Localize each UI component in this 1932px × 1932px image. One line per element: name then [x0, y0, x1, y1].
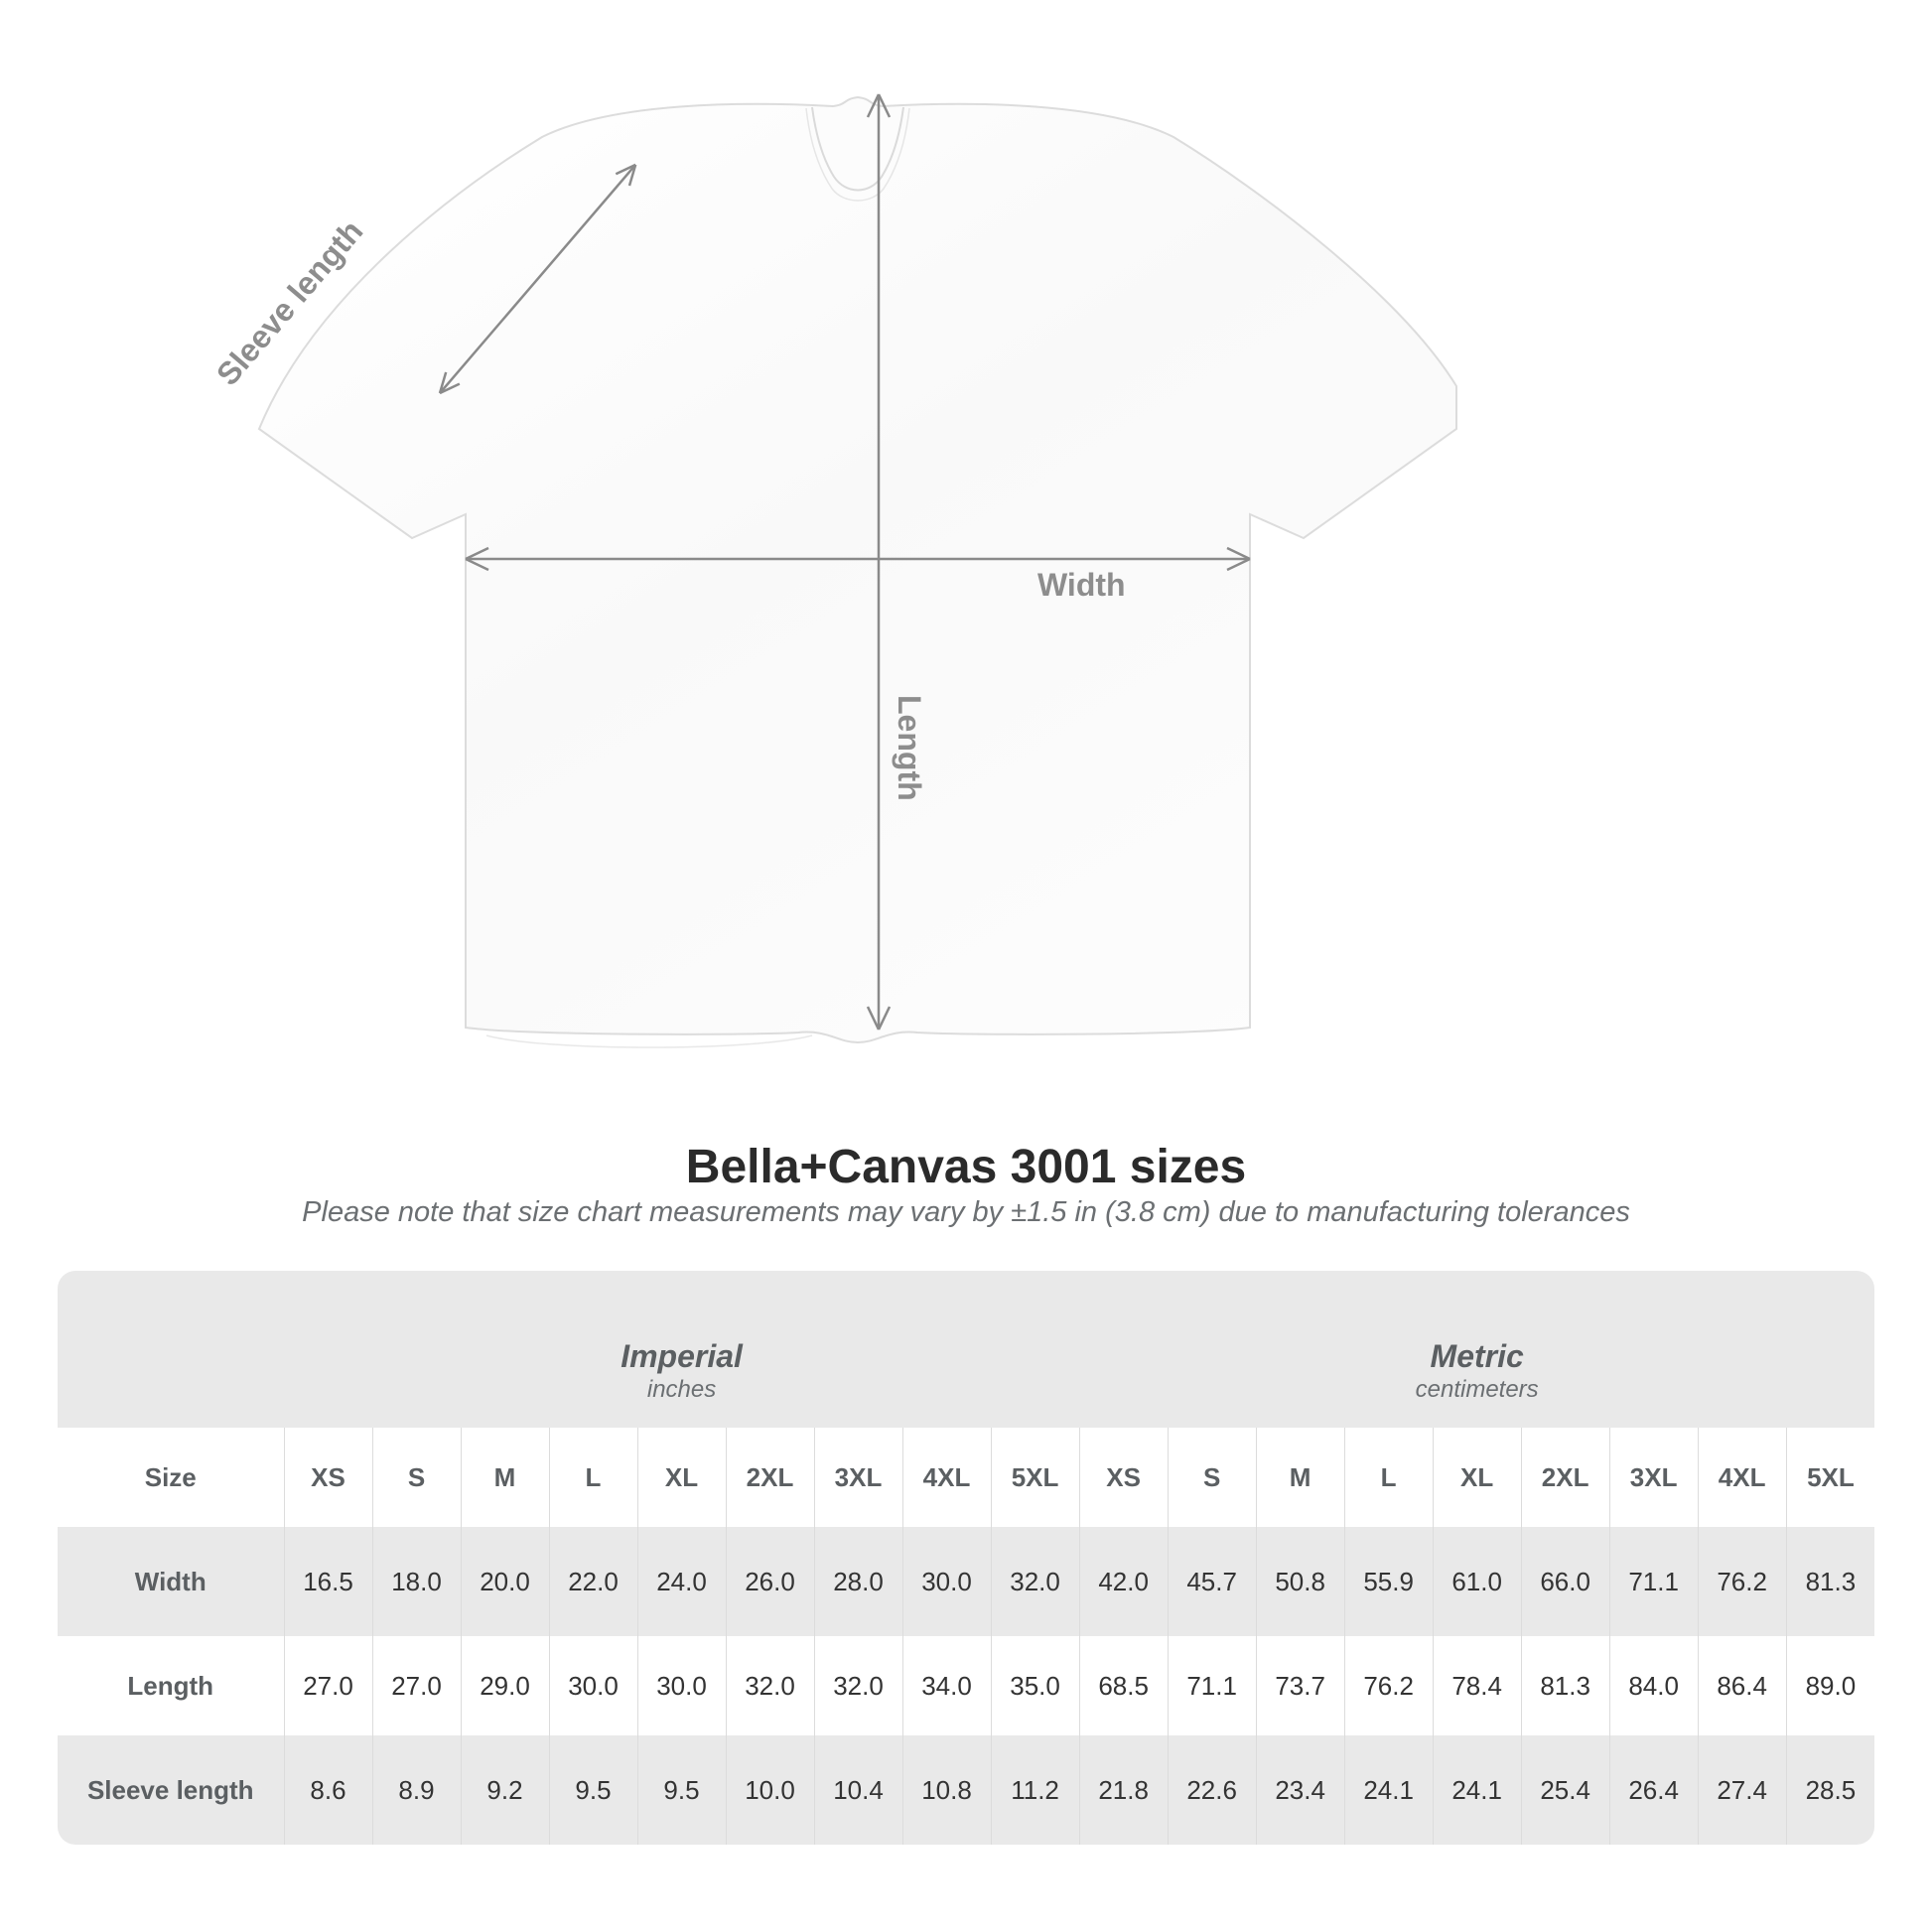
- svg-text:Width: Width: [1037, 567, 1126, 603]
- svg-text:Length: Length: [892, 695, 927, 801]
